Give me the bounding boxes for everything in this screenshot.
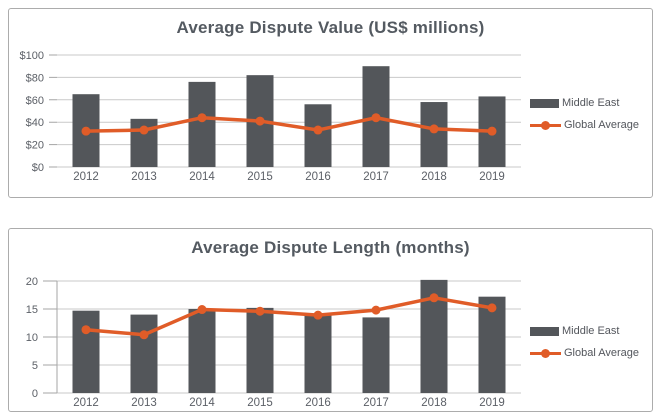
dispute-length-chart-title: Average Dispute Length (months) [191, 238, 470, 257]
data-point-2016 [313, 310, 323, 320]
dispute-value-plot-area: $0 $20 $40 $60 $80 $100 2012 2013 2014 2015 2016 20… [20, 50, 521, 183]
data-point-2013 [139, 125, 149, 135]
legend-item-global-average: Global Average [530, 347, 639, 359]
y-tick-label: $80 [26, 72, 44, 84]
dispute-length-plot-area: 0 5 10 15 20 2012 2013 2014 2015 2016 2017 2018 2019 [26, 276, 521, 409]
bar-2014 [188, 81, 216, 167]
x-label-2013: 2013 [131, 171, 157, 183]
x-label-2018: 2018 [421, 397, 447, 409]
bar-2018 [420, 102, 448, 167]
bar-2014 [188, 309, 216, 393]
x-label-2016: 2016 [305, 171, 331, 183]
data-point-2013 [139, 330, 149, 340]
bar-series-swatch-icon [530, 98, 559, 108]
y-tick-label: 15 [26, 304, 38, 316]
x-label-2019: 2019 [479, 171, 505, 183]
x-label-2019: 2019 [479, 397, 505, 409]
bar-2017 [362, 317, 390, 393]
x-label-2012: 2012 [73, 397, 99, 409]
legend-item-middle-east: Middle East [530, 97, 639, 109]
global-average-line [84, 296, 494, 337]
data-point-2016 [313, 125, 323, 135]
bar-2016 [304, 314, 332, 393]
bar-2016 [304, 104, 332, 167]
global-average-line [84, 115, 494, 133]
line-series-swatch-icon [530, 120, 561, 130]
bar-series-swatch-icon [530, 326, 559, 336]
x-label-2012: 2012 [73, 171, 99, 183]
data-point-2014 [197, 305, 207, 315]
data-point-2017 [371, 305, 381, 315]
legend-item-global-average: Global Average [530, 119, 639, 131]
y-tick-label: 0 [32, 388, 38, 400]
y-tick-label: $60 [26, 95, 44, 107]
data-point-2012 [81, 126, 91, 136]
x-label-2017: 2017 [363, 397, 389, 409]
legend-label-global-average: Global Average [564, 119, 640, 131]
bar-2012 [72, 310, 100, 393]
y-tick-label: 5 [32, 360, 38, 372]
dispute-value-chart-panel: Average Dispute Value (US$ millions) $0 $… [8, 8, 653, 198]
x-label-2013: 2013 [131, 397, 157, 409]
x-label-2014: 2014 [189, 171, 215, 183]
dispute-value-legend: Middle East Global Average [530, 97, 639, 131]
bar-2015 [246, 307, 274, 393]
y-tick-label: $100 [20, 50, 44, 62]
y-tick-label: $20 [26, 140, 44, 152]
dispute-length-legend: Middle East Global Average [530, 325, 639, 359]
data-point-2015 [255, 306, 265, 316]
x-label-2018: 2018 [421, 171, 447, 183]
data-point-2019 [487, 126, 497, 136]
x-label-2014: 2014 [189, 397, 215, 409]
y-tick-label: 20 [26, 276, 38, 288]
line-series-swatch-icon [530, 348, 561, 358]
y-tick-label: $40 [26, 117, 44, 129]
x-label-2015: 2015 [247, 397, 273, 409]
legend-item-middle-east: Middle East [530, 325, 639, 337]
data-point-2014 [197, 113, 207, 123]
x-label-2015: 2015 [247, 171, 273, 183]
legend-label-global-average: Global Average [564, 347, 640, 359]
data-point-2017 [371, 113, 381, 123]
dispute-value-chart-title: Average Dispute Value (US$ millions) [176, 18, 485, 37]
data-point-2018 [429, 293, 439, 303]
dispute-length-chart-panel: Average Dispute Length (months) 0 5 10 15 20… [8, 228, 653, 412]
data-point-2012 [81, 325, 91, 335]
legend-label-middle-east: Middle East [562, 97, 620, 109]
x-label-2017: 2017 [363, 171, 389, 183]
data-point-2015 [255, 116, 265, 126]
y-tick-label: 10 [26, 332, 38, 344]
bar-2019 [478, 296, 506, 393]
y-tick-label: $0 [32, 162, 44, 174]
legend-label-middle-east: Middle East [562, 325, 620, 337]
bar-2013 [130, 314, 158, 393]
data-point-2019 [487, 303, 497, 313]
data-point-2018 [429, 124, 439, 134]
x-label-2016: 2016 [305, 397, 331, 409]
